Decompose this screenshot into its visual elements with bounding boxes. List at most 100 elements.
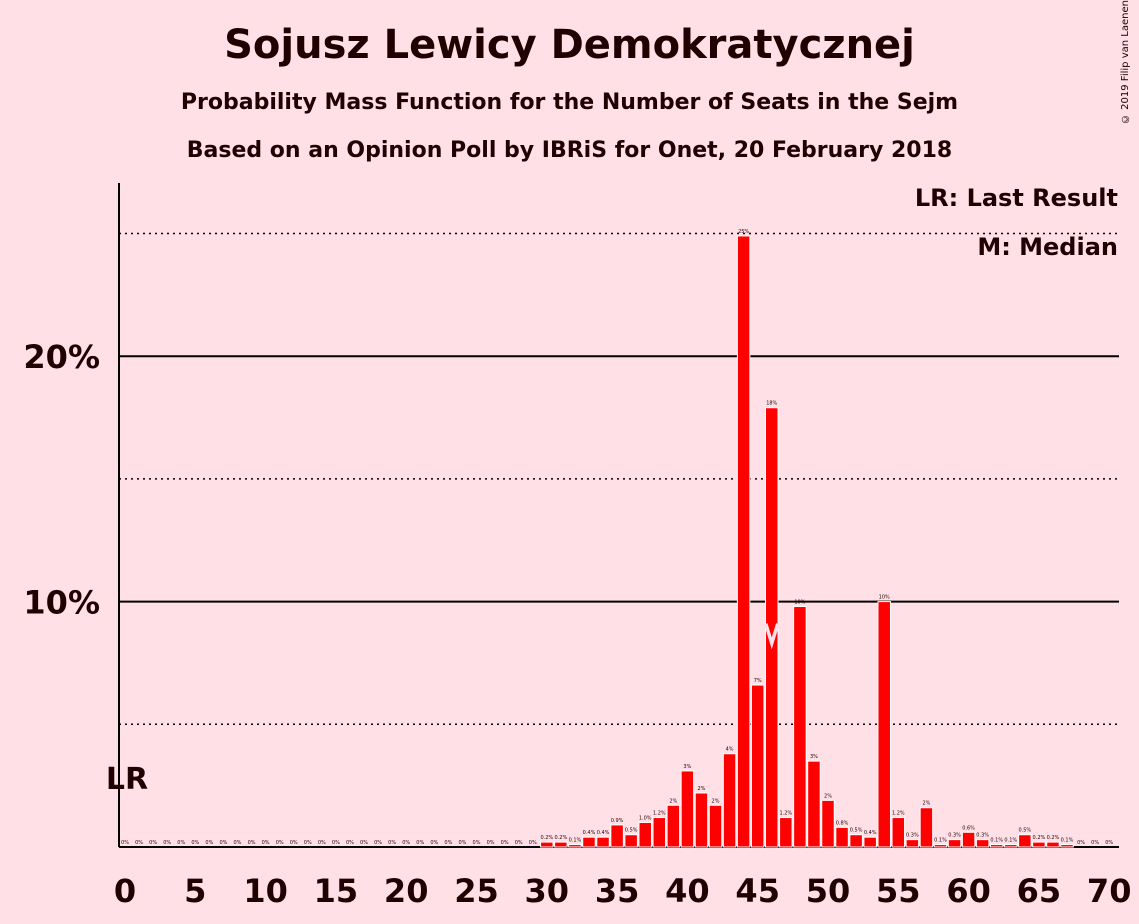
chart-title: Sojusz Lewicy Demokratycznej	[224, 22, 915, 68]
bar	[793, 606, 807, 848]
bar	[582, 836, 596, 848]
bar	[1046, 841, 1060, 848]
y-tick-label: 20%	[23, 338, 100, 376]
bar-value-label: 0%	[501, 840, 509, 846]
bar-value-label: 2%	[712, 798, 720, 804]
bar-value-label: 0%	[219, 840, 227, 846]
chart-source-line: Based on an Opinion Poll by IBRiS for On…	[186, 138, 953, 163]
x-tick-label: 30	[525, 872, 570, 910]
bar-value-label: 0.3%	[976, 833, 989, 839]
bar-value-label: 0%	[402, 840, 410, 846]
x-tick-label: 5	[184, 872, 206, 910]
bar	[877, 601, 891, 848]
bar	[540, 841, 554, 848]
bar-value-label: 10%	[879, 595, 890, 601]
x-tick-label: 35	[595, 872, 640, 910]
bar-value-label: 0.8%	[836, 820, 849, 826]
x-tick-label: 40	[665, 872, 710, 910]
bar-value-label: 25%	[738, 229, 749, 235]
bar-value-label: 0%	[332, 840, 340, 846]
bar-value-label: 2%	[824, 793, 832, 799]
bar-value-label: 0.9%	[611, 818, 624, 824]
x-tick-label: 55	[876, 872, 921, 910]
bar-value-label: 0%	[515, 840, 523, 846]
bar-value-label: 0%	[1091, 840, 1099, 846]
x-tick-label: 50	[806, 872, 851, 910]
bar	[975, 839, 990, 848]
bar-value-label: 0%	[444, 840, 452, 846]
x-tick-label: 15	[314, 872, 359, 910]
x-tick-label: 45	[735, 872, 780, 910]
median-marker	[764, 623, 780, 650]
bar	[891, 817, 906, 848]
x-tick-label: 20	[384, 872, 429, 910]
bar	[568, 844, 582, 848]
bar	[708, 804, 723, 848]
bar-value-label: 2%	[669, 798, 677, 804]
bar-value-label: 0%	[163, 840, 171, 846]
bar	[821, 799, 835, 848]
bar	[680, 770, 695, 848]
bar-value-label: 0.1%	[1061, 838, 1074, 844]
bar-value-label: 0%	[135, 840, 143, 846]
bar-value-label: 2%	[922, 801, 930, 807]
bar	[652, 817, 667, 848]
bar	[849, 834, 863, 848]
bar	[905, 839, 920, 848]
bar-value-label: 0%	[121, 840, 129, 846]
bar-value-label: 0%	[473, 840, 481, 846]
x-tick-label: 25	[454, 872, 499, 910]
bar-value-label: 0.1%	[934, 838, 947, 844]
x-tick-label: 0	[114, 872, 136, 910]
x-tick-label: 65	[1017, 872, 1062, 910]
x-tick-label: 60	[946, 872, 991, 910]
bar-value-label: 1.2%	[779, 811, 792, 817]
bar-value-label: 0%	[529, 840, 537, 846]
bar-value-label: 7%	[754, 678, 762, 684]
bar	[610, 824, 624, 848]
bar	[694, 792, 709, 848]
bar-value-label: 1.0%	[639, 815, 652, 821]
bar-value-label: 0%	[248, 840, 256, 846]
legend-median: M: Median	[977, 233, 1118, 261]
bar-value-label: 0%	[487, 840, 495, 846]
bar-value-label: 0%	[430, 840, 438, 846]
bar	[554, 841, 568, 848]
x-tick-label: 10	[243, 872, 288, 910]
bar-value-label: 0.3%	[948, 833, 961, 839]
bar	[933, 844, 948, 848]
bar	[807, 760, 821, 848]
bar-value-label: 0%	[276, 840, 284, 846]
bar-value-label: 4%	[726, 747, 734, 753]
bar-value-label: 0.5%	[1018, 828, 1031, 834]
bar-value-label: 0%	[177, 840, 185, 846]
bar-value-label: 0%	[262, 840, 270, 846]
bar-value-label: 0.1%	[990, 838, 1003, 844]
bar-value-label: 0.2%	[1033, 835, 1046, 841]
bar-value-label: 18%	[766, 401, 777, 407]
y-tick-label: 10%	[23, 584, 100, 622]
bar	[1004, 844, 1018, 848]
bar-value-label: 0%	[416, 840, 424, 846]
bar-value-label: 0%	[374, 840, 382, 846]
bar-value-label: 0.4%	[583, 830, 596, 836]
last-result-marker: LR	[106, 762, 148, 797]
bar-value-label: 0.2%	[540, 835, 553, 841]
bar-value-label: 0.4%	[864, 830, 877, 836]
bar-value-label: 2%	[697, 786, 705, 792]
bar-value-label: 1.2%	[653, 811, 666, 817]
bar-value-label: 0%	[205, 840, 213, 846]
bar	[1032, 841, 1046, 848]
bar-value-label: 0%	[1105, 840, 1113, 846]
bar	[989, 844, 1004, 848]
bar	[835, 826, 849, 848]
bar-value-label: 0.2%	[555, 835, 568, 841]
bar-value-label: 3%	[683, 764, 691, 770]
bar	[919, 807, 934, 848]
bar-value-label: 0%	[234, 840, 242, 846]
bar-value-label: 0%	[149, 840, 157, 846]
bar-value-label: 0.6%	[962, 825, 975, 831]
bar	[638, 821, 652, 848]
bar-value-label: 0.4%	[597, 830, 610, 836]
